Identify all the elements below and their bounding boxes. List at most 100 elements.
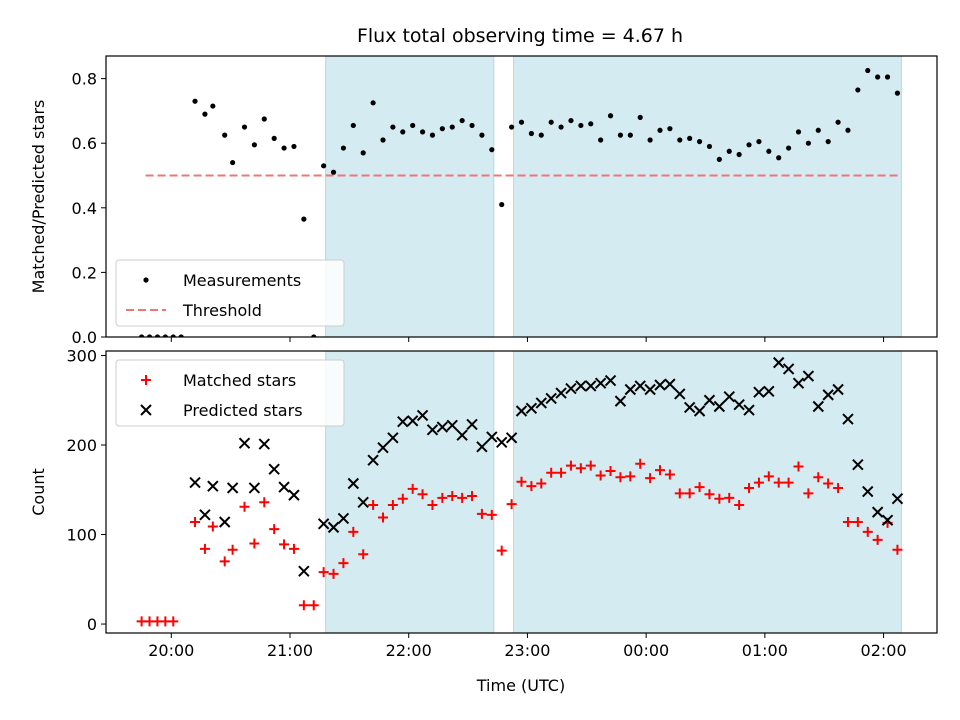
measurements-point (746, 142, 752, 148)
measurements-point (291, 143, 297, 150)
measurements-point (321, 163, 327, 169)
matched-stars-point (279, 539, 290, 550)
predicted-stars-point (327, 521, 340, 534)
measurements-point (469, 122, 475, 129)
measurements-point (894, 90, 901, 96)
predicted-stars-point (664, 378, 676, 390)
predicted-stars-point (199, 509, 211, 521)
matched-stars-point (308, 600, 319, 611)
predicted-stars-point (733, 399, 745, 411)
measurements-point (667, 126, 673, 132)
ratio-legend: Measurements Threshold (115, 259, 345, 327)
predicted-stars-point (832, 383, 844, 396)
matched-stars-point (615, 472, 626, 483)
matched-stars-point (318, 567, 329, 578)
predicted-stars-point (347, 477, 360, 490)
measurements-point (726, 148, 732, 154)
predicted-stars-point (466, 418, 478, 431)
predicted-stars-point (476, 441, 488, 453)
matched-stars-point (269, 524, 280, 535)
x-tick-label: 23:00 (504, 641, 550, 660)
predicted-stars-point (357, 496, 369, 509)
predicted-stars-point (773, 356, 785, 369)
predicted-stars-point (852, 458, 864, 471)
predicted-stars-point (674, 388, 686, 400)
predicted-stars-point (515, 405, 528, 417)
matched-stars-point (427, 499, 438, 510)
measurements-point (558, 124, 564, 130)
measurements-point (756, 138, 762, 145)
matched-stars-point (447, 491, 458, 502)
matched-stars-point (833, 482, 844, 493)
measurements-point (657, 127, 663, 133)
x-tick-label: 20:00 (148, 641, 194, 660)
measurements-point (875, 74, 881, 80)
predicted-stars-point (703, 394, 716, 406)
predicted-stars-point (496, 436, 508, 449)
matched-stars-point (387, 499, 398, 510)
matched-stars-point (328, 568, 339, 579)
predicted-stars-point (792, 377, 805, 389)
matched-stars-point (536, 478, 547, 489)
measurements-point (301, 216, 307, 222)
predicted-stars-point (189, 476, 201, 489)
legend-matched-stars-label: Matched stars (183, 371, 296, 390)
ratio-axes-frame (105, 55, 938, 338)
measurements-point (251, 142, 257, 148)
measurements-point (499, 201, 505, 208)
measurements-point (449, 124, 455, 130)
predicted-stars-point (288, 489, 300, 501)
measurements-point (865, 67, 871, 74)
legend-threshold-label: Threshold (182, 301, 262, 320)
measurements-point (607, 113, 614, 119)
measurements-point (311, 334, 317, 337)
measurements-point (578, 122, 584, 129)
measurements-point (360, 150, 366, 156)
matched-stars-point (168, 616, 179, 627)
predicted-stars-point (723, 390, 735, 403)
measurements-point (706, 143, 713, 150)
matched-stars-point (872, 534, 883, 545)
matched-stars-point (605, 465, 616, 476)
measurements-point (835, 119, 841, 125)
measurements-point (222, 132, 228, 138)
predicted-stars-point (644, 383, 656, 396)
predicted-stars-point (416, 409, 429, 422)
predicted-stars-point (436, 421, 449, 433)
count-legend: Matched stars Predicted stars (115, 359, 345, 427)
predicted-stars-point (317, 518, 330, 530)
predicted-stars-point (505, 432, 518, 444)
predicted-stars-point (891, 493, 904, 505)
matched-stars-point (358, 549, 369, 560)
measurements-point (696, 138, 703, 145)
matched-stars-point (704, 489, 715, 500)
predicted-stars-point (862, 485, 874, 498)
x-tick-label: 22:00 (386, 641, 432, 660)
matched-stars-point (714, 493, 725, 504)
measurements-point (230, 159, 236, 166)
x-tick-label: 00:00 (623, 641, 669, 660)
predicted-stars-point (535, 397, 547, 409)
predicted-stars-point (446, 419, 458, 432)
matched-stars-point (397, 493, 408, 504)
predicted-stars-point (683, 401, 696, 414)
matched-stars-point (655, 465, 665, 476)
predicted-stars-point (486, 431, 498, 443)
matched-stars-point (467, 491, 478, 502)
measurements-point (489, 147, 495, 153)
matched-stars-point (476, 508, 487, 519)
matched-stars-point (625, 471, 636, 482)
measurements-point (340, 145, 347, 151)
predicted-stars-point (575, 380, 587, 392)
matched-stars-point (852, 516, 863, 527)
predicted-stars-point (258, 438, 270, 450)
matched-stars-point (645, 473, 656, 484)
predicted-stars-point (604, 374, 617, 387)
predicted-stars-point (426, 424, 439, 436)
matched-stars-point (486, 509, 497, 520)
count-axes-frame (105, 350, 938, 634)
matched-stars-point (348, 526, 359, 537)
matched-stars-point (338, 558, 349, 569)
measurements-point (736, 151, 742, 158)
